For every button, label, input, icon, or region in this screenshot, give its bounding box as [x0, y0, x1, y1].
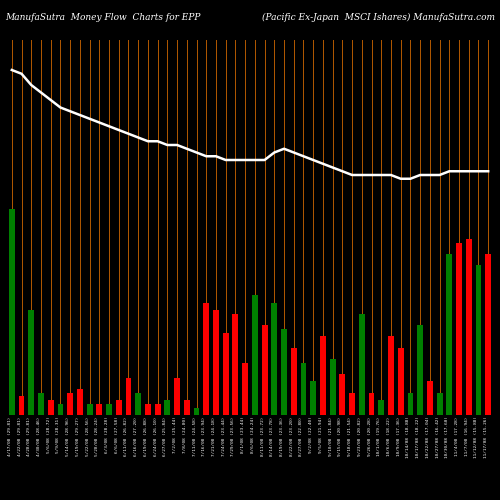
Bar	[486, 254, 491, 415]
Bar	[446, 254, 452, 415]
Bar	[77, 389, 83, 415]
Bar	[106, 404, 112, 415]
Bar	[38, 392, 44, 415]
Bar	[204, 302, 209, 415]
Bar	[310, 381, 316, 415]
Text: ManufaSutra  Money Flow  Charts for EPP: ManufaSutra Money Flow Charts for EPP	[5, 12, 200, 22]
Bar	[378, 400, 384, 415]
Bar	[116, 400, 121, 415]
Bar	[18, 396, 24, 415]
Bar	[456, 242, 462, 415]
Bar	[262, 325, 268, 415]
Bar	[417, 325, 423, 415]
Bar	[223, 332, 228, 415]
Bar	[48, 400, 54, 415]
Bar	[252, 295, 258, 415]
Bar	[388, 336, 394, 415]
Bar	[96, 404, 102, 415]
Bar	[427, 381, 433, 415]
Bar	[126, 378, 132, 415]
Bar	[213, 310, 219, 415]
Bar	[291, 348, 296, 415]
Bar	[320, 336, 326, 415]
Bar	[466, 239, 471, 415]
Bar	[28, 310, 34, 415]
Bar	[232, 314, 238, 415]
Bar	[58, 404, 64, 415]
Bar	[340, 374, 345, 415]
Bar	[272, 302, 277, 415]
Bar	[436, 392, 442, 415]
Bar	[359, 314, 364, 415]
Bar	[408, 392, 414, 415]
Bar	[67, 392, 73, 415]
Bar	[174, 378, 180, 415]
Bar	[86, 404, 92, 415]
Bar	[368, 392, 374, 415]
Bar	[136, 392, 141, 415]
Bar	[164, 400, 170, 415]
Bar	[194, 408, 200, 415]
Bar	[145, 404, 151, 415]
Bar	[184, 400, 190, 415]
Bar	[476, 265, 482, 415]
Bar	[398, 348, 404, 415]
Bar	[300, 362, 306, 415]
Bar	[349, 392, 355, 415]
Text: (Pacific Ex-Japan  MSCI Ishares) ManufaSutra.com: (Pacific Ex-Japan MSCI Ishares) ManufaSu…	[262, 12, 495, 22]
Bar	[9, 209, 15, 415]
Bar	[330, 359, 336, 415]
Bar	[242, 362, 248, 415]
Bar	[281, 329, 287, 415]
Bar	[154, 404, 160, 415]
